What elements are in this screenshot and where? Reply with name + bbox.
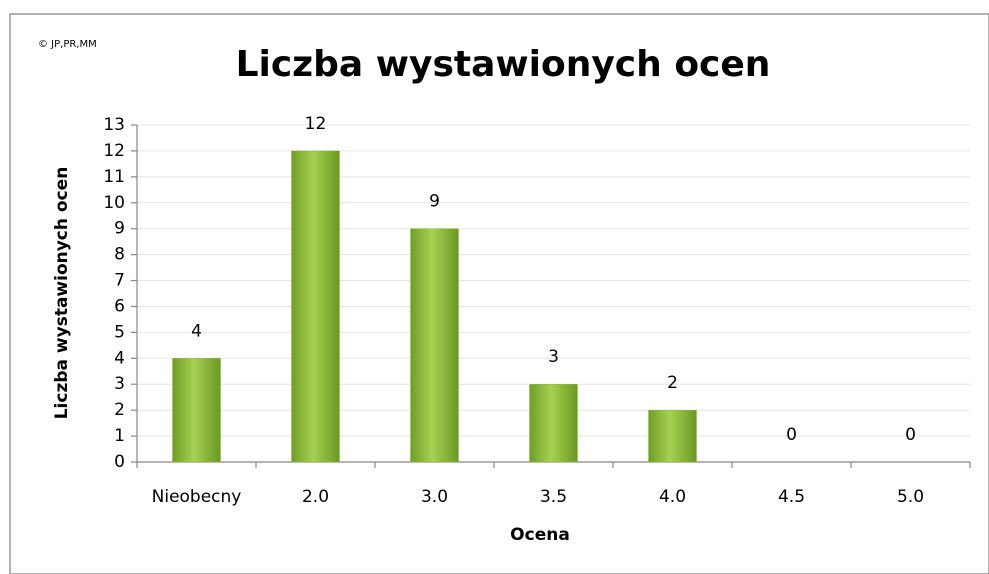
chart-title: Liczba wystawionych ocen (236, 44, 771, 85)
data-label: 3 (548, 347, 559, 367)
bar (648, 409, 697, 463)
x-tick-label: Nieobecny (152, 487, 242, 507)
x-axis-label: Ocena (510, 525, 570, 545)
y-tick-label: 7 (114, 271, 125, 291)
y-tick-label: 9 (114, 219, 125, 239)
chart-frame (9, 13, 989, 574)
data-label: 0 (786, 425, 797, 445)
x-tick-label: 2.0 (302, 487, 329, 507)
y-tick-label: 8 (114, 245, 125, 265)
data-label: 4 (191, 321, 202, 341)
data-label: 12 (305, 114, 327, 134)
y-tick-label: 12 (103, 141, 125, 161)
y-tick-label: 5 (114, 322, 125, 342)
y-tick-label: 0 (114, 452, 125, 472)
y-tick-label: 11 (103, 167, 125, 187)
y-tick-label: 3 (114, 374, 125, 394)
y-tick-label: 2 (114, 400, 125, 420)
bar (529, 383, 578, 463)
data-label: 2 (667, 373, 678, 393)
y-tick-label: 1 (114, 426, 125, 446)
x-tick-label: 4.0 (659, 487, 686, 507)
y-axis-label: Liczba wystawionych ocen (52, 167, 72, 420)
y-tick-label: 4 (114, 348, 125, 368)
bar (291, 150, 340, 463)
x-tick-label: 5.0 (897, 487, 924, 507)
bar (410, 228, 459, 463)
data-label: 0 (905, 425, 916, 445)
x-tick-label: 3.5 (540, 487, 567, 507)
bar (172, 358, 221, 463)
y-tick-label: 13 (103, 115, 125, 135)
copyright: © JP,PR,MM (38, 39, 97, 50)
data-label: 9 (429, 192, 440, 212)
y-tick-label: 6 (114, 296, 125, 316)
x-tick-label: 3.0 (421, 487, 448, 507)
y-tick-label: 10 (103, 193, 125, 213)
x-tick-label: 4.5 (778, 487, 805, 507)
